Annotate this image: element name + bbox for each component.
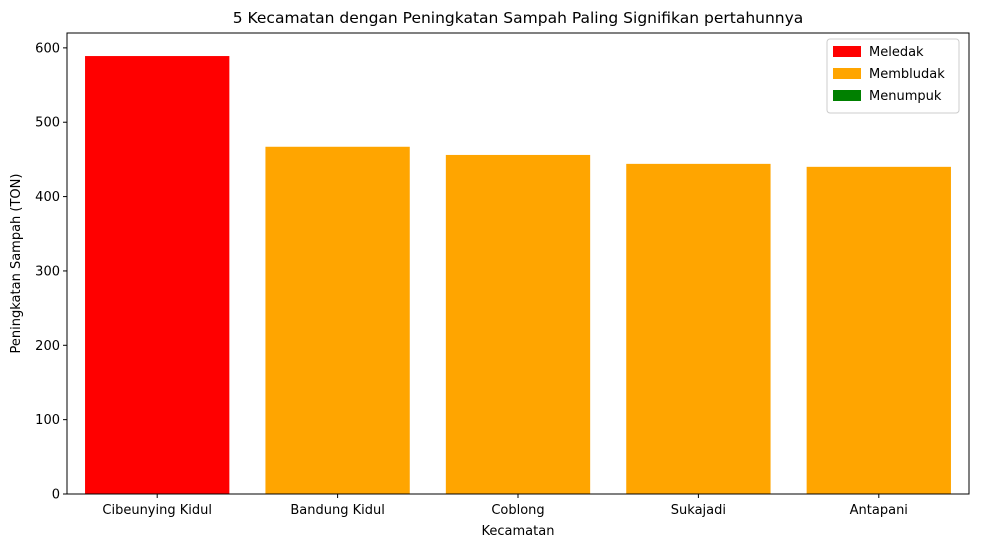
x-tick-label: Coblong — [491, 503, 544, 518]
bar-antapani — [806, 166, 951, 494]
legend-swatch-meledak — [833, 46, 861, 57]
legend: Meledak Membludak Menumpuk — [826, 38, 960, 114]
x-tick-label: Sukajadi — [671, 503, 726, 518]
legend-label-membludak: Membludak — [869, 67, 945, 82]
y-tick-label: 300 — [35, 264, 60, 279]
legend-label-menumpuk: Menumpuk — [869, 89, 942, 104]
x-tick-label: Antapani — [850, 503, 908, 518]
bar-sukajadi — [626, 163, 771, 495]
y-tick-label: 500 — [35, 116, 60, 131]
bar-cibeunying-kidul — [85, 56, 230, 495]
legend-swatch-menumpuk — [833, 90, 861, 101]
bar-coblong — [445, 154, 591, 494]
legend-swatch-membludak — [833, 68, 861, 79]
bar-bandung-kidul — [265, 146, 410, 494]
legend-label-meledak: Meledak — [869, 45, 924, 60]
x-tick-label: Bandung Kidul — [290, 503, 384, 518]
chart-title: 5 Kecamatan dengan Peningkatan Sampah Pa… — [233, 9, 804, 27]
axes-layer: 0 100 200 300 400 500 600 Cibeunying Kidul Bandu… — [35, 32, 970, 518]
x-axis-label: Kecamatan — [482, 524, 555, 539]
y-tick-label: 400 — [35, 190, 60, 205]
y-tick-label: 100 — [35, 413, 60, 428]
y-tick-label: 200 — [35, 339, 60, 354]
y-tick-label: 0 — [52, 488, 60, 503]
x-tick-label: Cibeunying Kidul — [102, 503, 212, 518]
y-axis-label: Peningkatan Sampah (TON) — [9, 174, 24, 354]
bars-layer — [85, 56, 951, 495]
y-tick-label: 600 — [35, 41, 60, 56]
